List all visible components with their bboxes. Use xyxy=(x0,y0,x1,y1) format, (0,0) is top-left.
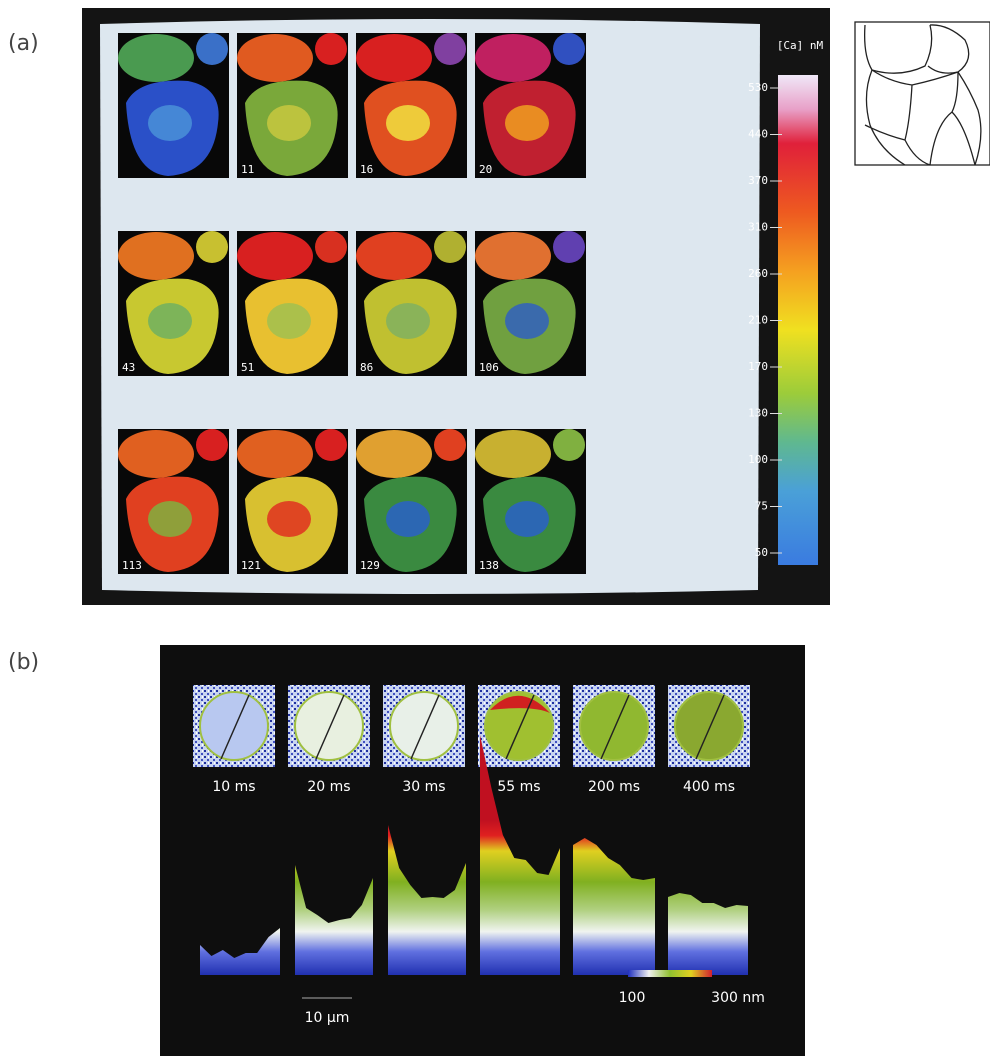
frame-label: 129 xyxy=(360,559,380,572)
frame-label: 20 xyxy=(479,163,492,176)
cell xyxy=(148,501,192,537)
profile xyxy=(668,893,748,975)
frame-label: 113 xyxy=(122,559,142,572)
colorbar-tick-label: 170 xyxy=(748,360,768,373)
time-label: 30 ms xyxy=(402,779,445,795)
frame-label: 138 xyxy=(479,559,499,572)
cell xyxy=(118,34,194,82)
colorbar-tick-label: 370 xyxy=(748,174,768,187)
cell xyxy=(148,105,192,141)
cell xyxy=(118,232,194,280)
colorbar-title: [Ca] nM xyxy=(777,39,824,52)
colorbar-tick-label: 210 xyxy=(748,314,768,327)
panel-label: (b) xyxy=(8,650,39,675)
colorbar-label: 100 xyxy=(619,990,646,1006)
cell xyxy=(580,692,648,760)
cell xyxy=(196,33,228,65)
frame-label: 43 xyxy=(122,361,135,374)
cell xyxy=(434,33,466,65)
colorbar xyxy=(778,75,818,565)
cell xyxy=(475,430,551,478)
cell xyxy=(553,33,585,65)
cell xyxy=(295,692,363,760)
colorbar xyxy=(628,970,712,977)
frame-label: 11 xyxy=(241,163,254,176)
colorbar-tick-label: 530 xyxy=(748,81,768,94)
cell xyxy=(237,34,313,82)
time-label: 20 ms xyxy=(307,779,350,795)
cell xyxy=(356,232,432,280)
figure: (a) [Ca] nM 530 440 370 310 260 210 170 130 100 7… xyxy=(0,0,990,1056)
cell xyxy=(356,34,432,82)
cell xyxy=(148,303,192,339)
cell xyxy=(505,105,549,141)
cell xyxy=(505,501,549,537)
cell xyxy=(553,429,585,461)
cell xyxy=(237,232,313,280)
time-label: 400 ms xyxy=(683,779,735,795)
cell xyxy=(267,501,311,537)
frame-label: 51 xyxy=(241,361,254,374)
frame-label: 106 xyxy=(479,361,499,374)
cell xyxy=(315,231,347,263)
cell xyxy=(553,231,585,263)
scale-bar-label: 10 μm xyxy=(305,1010,350,1026)
cell xyxy=(356,430,432,478)
colorbar-tick-label: 310 xyxy=(748,221,768,234)
cell xyxy=(434,231,466,263)
cell xyxy=(675,692,743,760)
time-label: 55 ms xyxy=(497,779,540,795)
colorbar-tick-label: 440 xyxy=(748,128,768,141)
cell xyxy=(434,429,466,461)
cell xyxy=(237,430,313,478)
cell xyxy=(118,430,194,478)
cell xyxy=(475,232,551,280)
panel-label: (a) xyxy=(8,31,39,56)
cell-outline-schematic xyxy=(855,22,990,165)
colorbar-tick-label: 130 xyxy=(748,407,768,420)
frame-label: 16 xyxy=(360,163,373,176)
cell xyxy=(267,105,311,141)
cell xyxy=(386,303,430,339)
cell xyxy=(390,692,458,760)
cell xyxy=(475,34,551,82)
cell xyxy=(315,33,347,65)
cell xyxy=(196,231,228,263)
time-label: 200 ms xyxy=(588,779,640,795)
colorbar-tick-label: 100 xyxy=(748,453,768,466)
cell xyxy=(267,303,311,339)
cell xyxy=(386,501,430,537)
cell xyxy=(505,303,549,339)
colorbar-tick-label: 260 xyxy=(748,267,768,280)
time-label: 10 ms xyxy=(212,779,255,795)
cell xyxy=(196,429,228,461)
cell xyxy=(315,429,347,461)
cell xyxy=(200,692,268,760)
cell xyxy=(386,105,430,141)
colorbar-tick-label: 75 xyxy=(755,500,768,513)
frame-label: 86 xyxy=(360,361,373,374)
frame-label: 121 xyxy=(241,559,261,572)
colorbar-tick-label: 50 xyxy=(755,546,768,559)
colorbar-label: 300 nm xyxy=(711,990,765,1006)
